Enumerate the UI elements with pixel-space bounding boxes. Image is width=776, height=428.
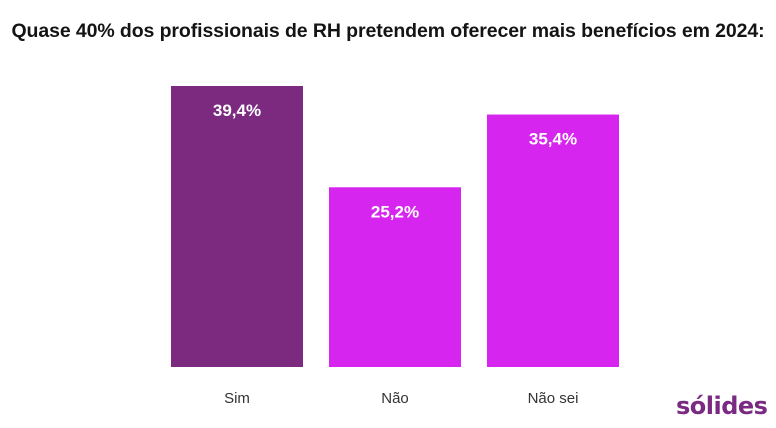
category-label-1: Não bbox=[381, 390, 409, 407]
bar-2 bbox=[487, 114, 619, 367]
solides-logo: sólides bbox=[676, 392, 768, 420]
bar-0 bbox=[171, 86, 303, 367]
data-label-1: 25,2% bbox=[371, 202, 419, 221]
data-label-2: 35,4% bbox=[529, 130, 577, 149]
chart-title: Quase 40% dos profissionais de RH preten… bbox=[11, 20, 765, 42]
data-label-0: 39,4% bbox=[213, 101, 261, 120]
category-label-0: Sim bbox=[224, 390, 250, 407]
category-label-2: Não sei bbox=[528, 390, 579, 407]
bar-1 bbox=[329, 187, 461, 367]
